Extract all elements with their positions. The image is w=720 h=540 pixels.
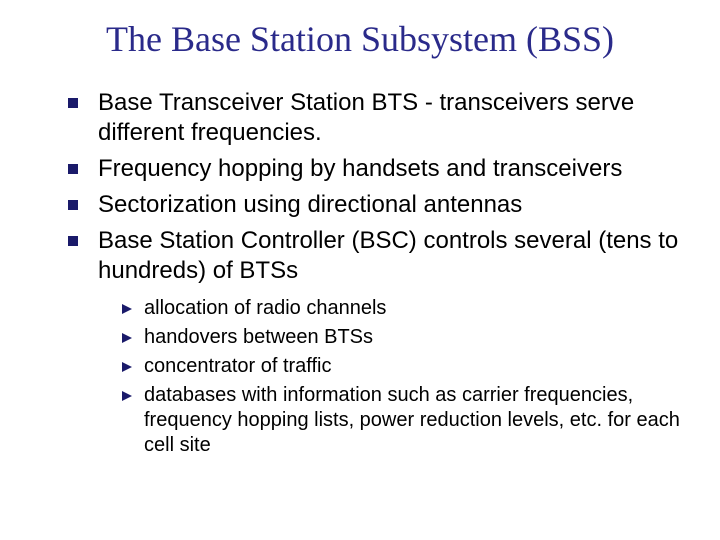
bullet-item: Frequency hopping by handsets and transc… — [68, 154, 680, 184]
slide-title: The Base Station Subsystem (BSS) — [40, 18, 680, 60]
sub-bullet-text: handovers between BTSs — [144, 326, 373, 348]
sub-bullet-item: concentrator of traffic — [122, 354, 680, 379]
bullet-text: Base Station Controller (BSC) controls s… — [98, 227, 678, 284]
sub-bullet-text: databases with information such as carri… — [144, 384, 680, 456]
sub-bullet-text: allocation of radio channels — [144, 297, 386, 319]
sub-bullet-item: databases with information such as carri… — [122, 383, 680, 458]
slide: The Base Station Subsystem (BSS) Base Tr… — [0, 0, 720, 540]
sub-bullet-item: handovers between BTSs — [122, 325, 680, 350]
bullet-item: Base Station Controller (BSC) controls s… — [68, 226, 680, 458]
bullet-text: Sectorization using directional antennas — [98, 191, 522, 218]
bullet-list: Base Transceiver Station BTS - transceiv… — [40, 88, 680, 458]
sub-bullet-list: allocation of radio channels handovers b… — [98, 296, 680, 458]
bullet-text: Base Transceiver Station BTS - transceiv… — [98, 89, 634, 146]
sub-bullet-text: concentrator of traffic — [144, 355, 332, 377]
bullet-item: Base Transceiver Station BTS - transceiv… — [68, 88, 680, 148]
bullet-item: Sectorization using directional antennas — [68, 190, 680, 220]
sub-bullet-item: allocation of radio channels — [122, 296, 680, 321]
bullet-text: Frequency hopping by handsets and transc… — [98, 155, 622, 182]
